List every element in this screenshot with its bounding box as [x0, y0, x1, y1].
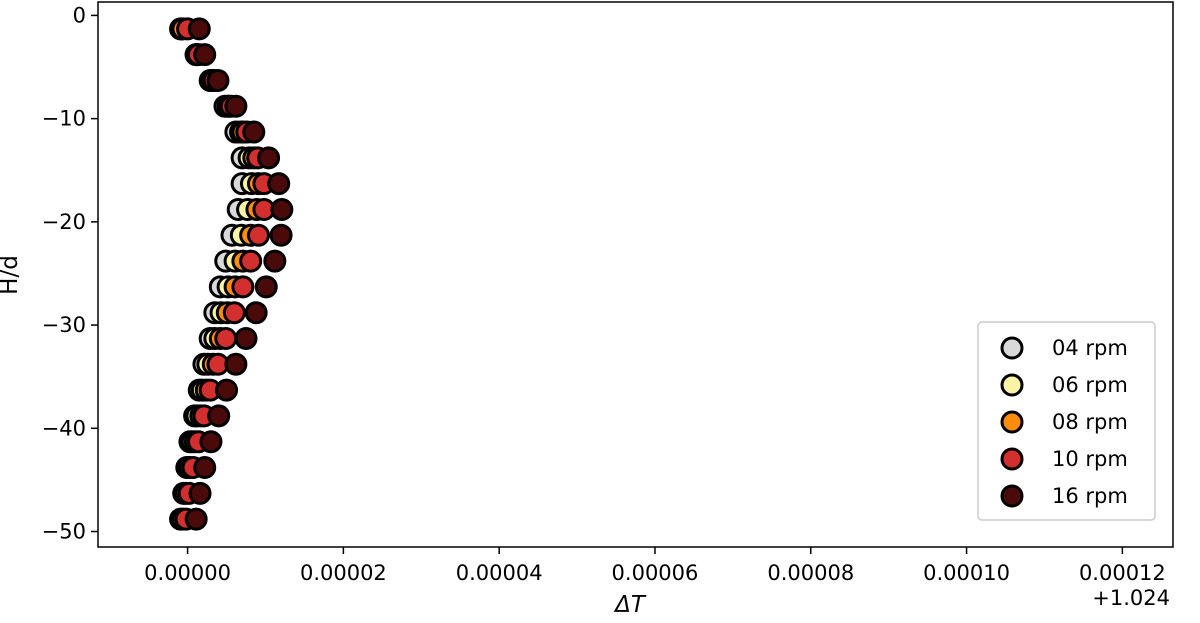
- x-axis-label: ΔT: [613, 592, 647, 618]
- x-tick-label: 0.00002: [300, 561, 387, 585]
- data-point-series-5: [224, 352, 248, 376]
- y-axis-label: H/d: [0, 255, 23, 295]
- legend-marker: [1000, 336, 1024, 360]
- legend-marker: [1000, 373, 1024, 397]
- data-point-series-4: [222, 301, 246, 325]
- data-point-series-5: [270, 197, 294, 221]
- data-point-series-5: [207, 404, 231, 428]
- legend-label: 04 rpm: [1052, 336, 1128, 360]
- plot-frame: [97, 1, 1174, 548]
- data-point-series-4: [239, 249, 263, 273]
- legend-label: 10 rpm: [1052, 447, 1128, 471]
- data-point-series-5: [188, 481, 212, 505]
- data-point-series-5: [244, 301, 268, 325]
- x-tick-label: 0.00006: [612, 561, 699, 585]
- legend-box: [977, 321, 1156, 521]
- legend-marker: [1000, 447, 1024, 471]
- y-tick-label: 0: [73, 3, 86, 27]
- x-tick-label: 0.00004: [456, 561, 543, 585]
- data-point-series-5: [269, 223, 293, 247]
- data-point-series-4: [246, 223, 270, 247]
- data-point-series-5: [254, 275, 278, 299]
- data-point-series-5: [215, 378, 239, 402]
- x-axis-ticks: 0.00000 0.00002 0.00004 0.00006 0.00008 0.000…: [144, 547, 1166, 585]
- y-axis-ticks: 0 −10 −20 −30 −40 −50: [42, 3, 98, 544]
- x-tick-label: 0.00008: [767, 561, 854, 585]
- data-point-series-5: [184, 507, 208, 531]
- data-point-series-5: [257, 146, 281, 170]
- legend: 04 rpm 06 rpm 08 rpm 10 rpm 16 rpm: [977, 321, 1156, 521]
- legend-label: 06 rpm: [1052, 373, 1128, 397]
- y-tick-label: −40: [42, 416, 86, 440]
- data-point-series-5: [193, 43, 217, 67]
- data-point-series-5: [206, 68, 230, 92]
- y-tick-label: −30: [42, 313, 86, 337]
- data-point-series-5: [267, 172, 291, 196]
- data-point-series-5: [242, 120, 266, 144]
- y-tick-label: −50: [42, 520, 86, 544]
- data-point-series-5: [187, 17, 211, 41]
- y-tick-label: −20: [42, 210, 86, 234]
- legend-label: 16 rpm: [1052, 484, 1128, 508]
- data-point-series-5: [234, 326, 258, 350]
- x-tick-label: 0.00012: [1079, 561, 1166, 585]
- data-point-series-5: [199, 430, 223, 454]
- legend-marker: [1000, 410, 1024, 434]
- data-point-series-4: [231, 275, 255, 299]
- data-points: [169, 17, 294, 531]
- data-point-series-5: [263, 249, 287, 273]
- y-tick-label: −10: [42, 107, 86, 131]
- x-axis-offset-label: +1.024: [1092, 586, 1170, 610]
- data-point-series-5: [193, 456, 217, 480]
- x-tick-label: 0.00000: [144, 561, 231, 585]
- legend-label: 08 rpm: [1052, 410, 1128, 434]
- data-point-series-4: [214, 326, 238, 350]
- data-point-series-5: [224, 94, 248, 118]
- legend-marker: [1000, 484, 1024, 508]
- x-tick-label: 0.00010: [923, 561, 1010, 585]
